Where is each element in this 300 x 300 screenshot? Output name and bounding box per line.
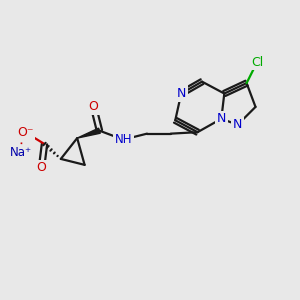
Text: N: N [176,87,186,100]
Polygon shape [77,128,100,138]
Text: Na⁺: Na⁺ [10,146,32,160]
Text: O⁻: O⁻ [17,126,33,139]
Text: O: O [88,100,98,113]
Text: O: O [37,161,46,174]
Text: NH: NH [115,133,132,146]
Text: N: N [217,112,226,125]
Text: N: N [233,118,242,131]
Text: Cl: Cl [251,56,263,69]
